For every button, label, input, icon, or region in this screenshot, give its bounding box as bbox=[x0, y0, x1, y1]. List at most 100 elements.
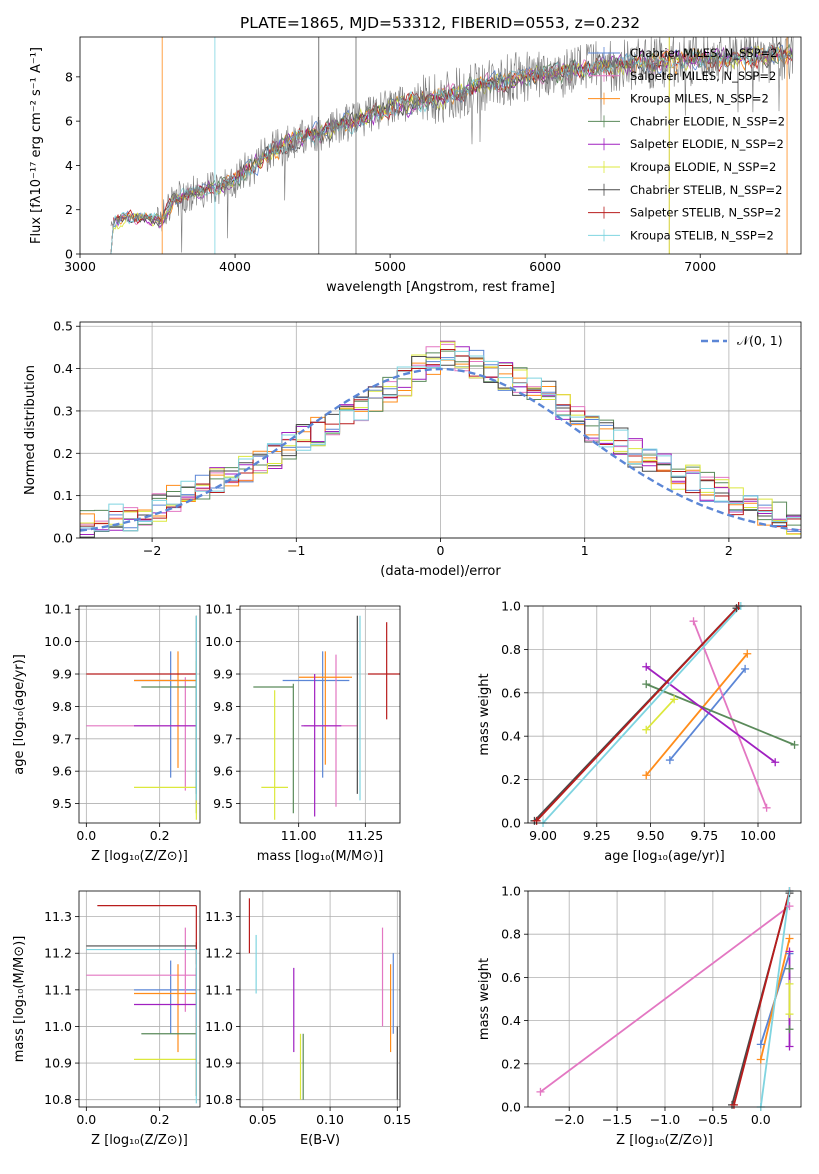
weight-line bbox=[733, 891, 791, 1106]
plot-area bbox=[533, 606, 795, 823]
weight-line bbox=[645, 666, 776, 763]
x-tick-label: 4000 bbox=[219, 259, 251, 274]
observed-spectrum-line bbox=[110, 37, 794, 253]
y-tick-label: 9.6 bbox=[213, 764, 233, 779]
age-vs-mass-panel: 11.00 11.25 9.5 9.6 9.7 9.8 9.9 10.0 10.1 mass [l… bbox=[205, 602, 401, 864]
axes-frame bbox=[78, 890, 201, 1108]
y-tick-label: 11.2 bbox=[44, 946, 72, 961]
x-axis-label: wavelength [Angstrom, rest frame] bbox=[326, 280, 555, 295]
weight-point-marker bbox=[785, 1042, 794, 1051]
axes-frame bbox=[239, 605, 401, 824]
x-tick-label: 9.00 bbox=[529, 828, 557, 843]
x-axis-label: Z [log₁₀(Z/Z⊙)] bbox=[91, 849, 188, 864]
y-tick-label: 11.1 bbox=[205, 982, 233, 997]
age-vs-metallicity-panel: 0.0 0.2 9.5 9.6 9.7 9.8 9.9 10.0 10.1 Z [log₁₀(Z/… bbox=[12, 602, 201, 864]
y-tick-label: 9.8 bbox=[213, 699, 233, 714]
y-tick-label: 0.0 bbox=[501, 816, 521, 831]
y-tick-label: 11.0 bbox=[44, 1019, 72, 1034]
y-tick-label: 11.2 bbox=[205, 946, 233, 961]
residual-histogram-step bbox=[80, 349, 801, 528]
weight-point-marker bbox=[785, 902, 794, 911]
y-axis-label: mass [log₁₀(M/M⊙)] bbox=[12, 936, 27, 1063]
residual-histogram-panel: −2 −1 0 1 2 0.0 0.1 0.2 0.3 0.4 0.5 (data-model)/er… bbox=[23, 319, 802, 579]
y-tick-label: 0.2 bbox=[501, 772, 521, 787]
x-tick-label: 0.2 bbox=[150, 1112, 170, 1127]
y-tick-label: 10.0 bbox=[44, 634, 72, 649]
y-tick-label: 1.0 bbox=[501, 599, 521, 614]
x-tick-label: 0.15 bbox=[383, 1112, 411, 1127]
weight-point-marker bbox=[785, 934, 794, 943]
figure-title: PLATE=1865, MJD=53312, FIBERID=0553, z=0… bbox=[240, 14, 640, 32]
weight-vs-metallicity-panel: −2.0 −1.5 −1.0 −0.5 0.0 0.0 0.2 0.4 0.6 0.8 1.0 Z [… bbox=[477, 884, 802, 1148]
weight-line bbox=[542, 606, 742, 823]
y-axis-label: age [log₁₀(age/yr)] bbox=[12, 654, 27, 775]
weight-point-marker bbox=[785, 1010, 794, 1019]
x-axis-label: Z [log₁₀(Z/Z⊙)] bbox=[616, 1133, 713, 1148]
weight-point-marker bbox=[532, 816, 541, 825]
weight-line bbox=[692, 620, 768, 809]
spectrum-panel: 3000 4000 5000 6000 7000 0 2 4 6 8 wavelength [Ang… bbox=[29, 36, 802, 295]
x-tick-label: −1.5 bbox=[602, 1112, 632, 1127]
y-tick-label: 11.3 bbox=[44, 909, 72, 924]
weight-point-marker bbox=[689, 617, 698, 626]
x-tick-label: 3000 bbox=[64, 259, 96, 274]
y-tick-label: 0.5 bbox=[53, 319, 73, 334]
legend-label: Salpeter STELIB, N_SSP=2 bbox=[630, 206, 781, 220]
y-tick-label: 10.8 bbox=[44, 1092, 72, 1107]
x-axis-label: E(B-V) bbox=[300, 1133, 340, 1148]
y-tick-label: 8 bbox=[65, 69, 73, 84]
x-tick-label: 6000 bbox=[529, 259, 561, 274]
y-tick-label: 0.8 bbox=[501, 642, 521, 657]
x-axis-label: mass [log₁₀(M/M⊙)] bbox=[257, 849, 384, 864]
weight-line bbox=[645, 683, 795, 746]
x-tick-label: −0.5 bbox=[698, 1112, 728, 1127]
y-tick-label: 9.6 bbox=[52, 764, 72, 779]
weight-line bbox=[535, 606, 740, 822]
y-tick-label: 0.0 bbox=[53, 531, 73, 546]
normal-curve bbox=[80, 367, 801, 532]
x-axis-label: age [log₁₀(age/yr)] bbox=[604, 849, 725, 864]
x-tick-label: −1.0 bbox=[650, 1112, 680, 1127]
weight-point-marker bbox=[665, 756, 674, 765]
y-tick-label: 9.8 bbox=[52, 699, 72, 714]
x-tick-label: 9.75 bbox=[690, 828, 718, 843]
x-tick-label: 0.0 bbox=[76, 828, 96, 843]
y-tick-label: 10.1 bbox=[44, 602, 72, 617]
y-tick-label: 0.2 bbox=[53, 446, 73, 461]
x-tick-label: 7000 bbox=[684, 259, 716, 274]
axes-frame bbox=[527, 605, 802, 824]
x-tick-label: 0.0 bbox=[76, 1112, 96, 1127]
x-tick-label: −1 bbox=[287, 543, 305, 558]
legend-label: Chabrier ELODIE, N_SSP=2 bbox=[630, 114, 785, 128]
residual-histogram-step bbox=[80, 350, 801, 532]
weight-point-marker bbox=[642, 771, 651, 780]
y-tick-label: 10.9 bbox=[44, 1056, 72, 1071]
legend-label: Salpeter ELODIE, N_SSP=2 bbox=[630, 137, 784, 151]
axes-frame bbox=[78, 605, 201, 824]
x-tick-label: 10.00 bbox=[740, 828, 776, 843]
weight-point-marker bbox=[762, 803, 771, 812]
legend-label: Chabrier STELIB, N_SSP=2 bbox=[630, 183, 782, 197]
x-tick-label: 2 bbox=[725, 543, 733, 558]
plot-area bbox=[253, 615, 400, 820]
x-tick-label: 9.50 bbox=[637, 828, 665, 843]
y-axis-label: Flux [fλ10⁻¹⁷ erg cm⁻² s⁻¹ A⁻¹] bbox=[29, 47, 44, 244]
weight-point-marker bbox=[785, 964, 794, 973]
plot-area bbox=[110, 37, 794, 254]
y-tick-label: 0.4 bbox=[53, 361, 73, 376]
weight-point-marker bbox=[785, 1025, 794, 1034]
x-tick-label: 1 bbox=[581, 543, 589, 558]
y-tick-label: 0 bbox=[65, 247, 73, 262]
y-tick-label: 11.0 bbox=[205, 1019, 233, 1034]
y-tick-label: 0.4 bbox=[501, 1013, 521, 1028]
weight-point-marker bbox=[642, 725, 651, 734]
x-tick-label: 9.25 bbox=[583, 828, 611, 843]
weight-point-marker bbox=[785, 947, 794, 956]
x-tick-label: 0.05 bbox=[249, 1112, 277, 1127]
y-tick-label: 9.9 bbox=[213, 667, 233, 682]
weight-point-marker bbox=[756, 1055, 765, 1064]
y-tick-label: 6 bbox=[65, 114, 73, 129]
x-tick-label: 11.25 bbox=[347, 828, 383, 843]
y-tick-label: 11.1 bbox=[44, 982, 72, 997]
y-tick-label: 4 bbox=[65, 158, 73, 173]
